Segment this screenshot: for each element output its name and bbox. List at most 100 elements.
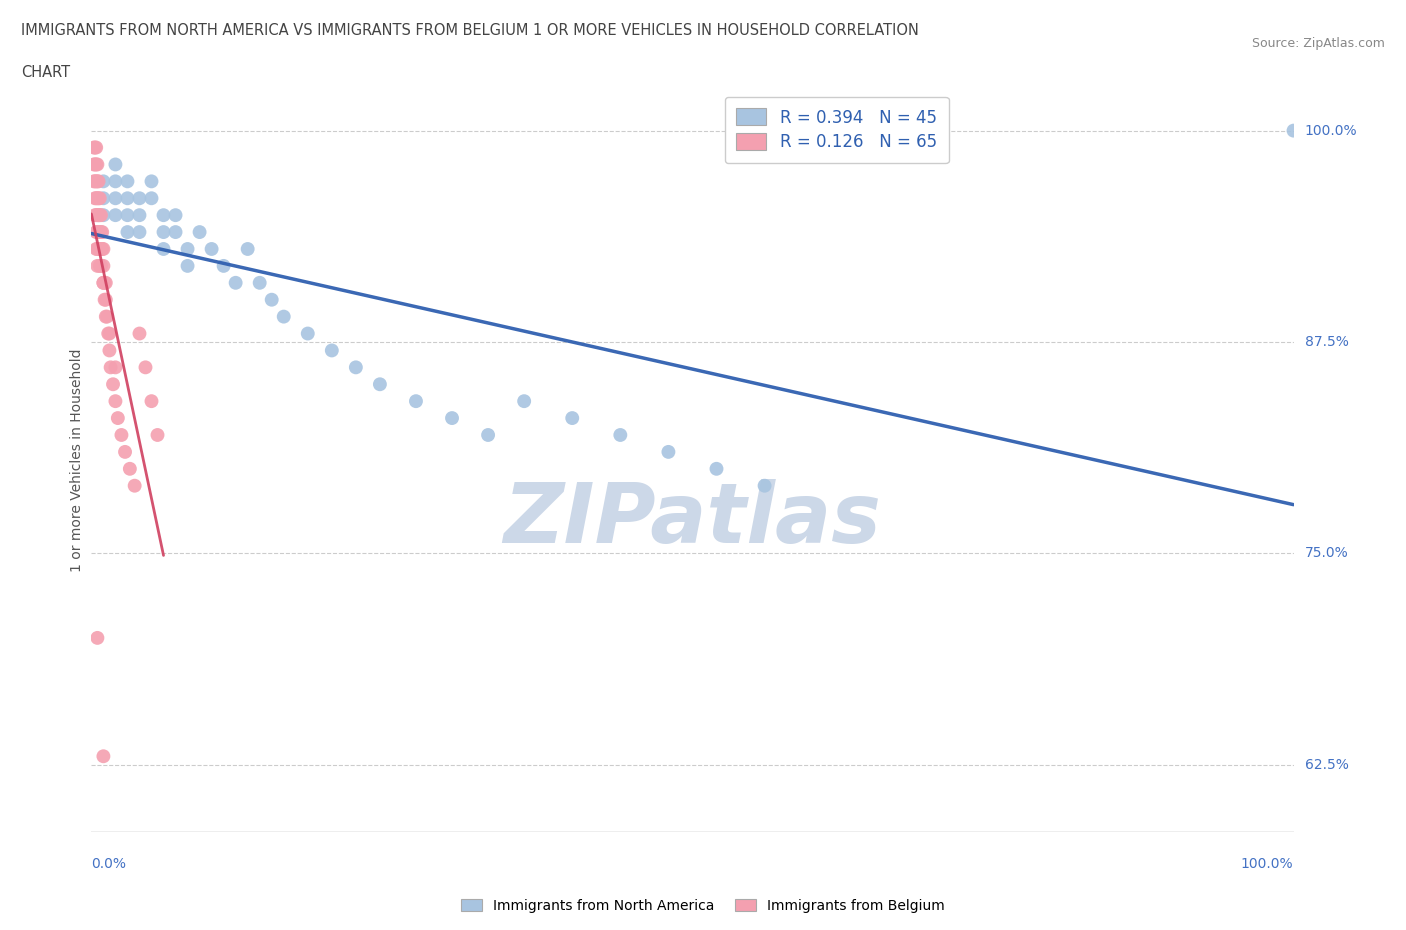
Legend: Immigrants from North America, Immigrants from Belgium: Immigrants from North America, Immigrant… — [456, 894, 950, 919]
Text: 62.5%: 62.5% — [1305, 758, 1348, 772]
Point — [84, 191, 107, 206]
Point — [89, 207, 111, 222]
Point — [90, 242, 112, 257]
Point — [128, 191, 150, 206]
Text: IMMIGRANTS FROM NORTH AMERICA VS IMMIGRANTS FROM BELGIUM 1 OR MORE VEHICLES IN H: IMMIGRANTS FROM NORTH AMERICA VS IMMIGRA… — [21, 23, 920, 38]
Text: 100.0%: 100.0% — [1305, 124, 1357, 138]
Point — [176, 259, 198, 273]
Point — [152, 242, 174, 257]
Point — [141, 393, 163, 408]
Point — [146, 428, 169, 443]
Point — [84, 207, 107, 222]
Point — [86, 174, 108, 189]
Point — [90, 225, 112, 240]
Point — [93, 749, 115, 764]
Point — [84, 174, 107, 189]
Point — [754, 478, 776, 493]
Point — [104, 360, 127, 375]
Point — [188, 225, 211, 240]
Point — [98, 326, 121, 341]
Point — [93, 275, 115, 290]
Point — [87, 191, 110, 206]
Point — [100, 360, 122, 375]
Point — [89, 191, 111, 206]
Point — [212, 259, 235, 273]
Point — [93, 259, 115, 273]
Text: CHART: CHART — [21, 65, 70, 80]
Point — [609, 428, 631, 443]
Point — [90, 207, 112, 222]
Point — [84, 140, 107, 155]
Point — [86, 259, 108, 273]
Point — [93, 242, 115, 257]
Point — [273, 309, 295, 324]
Point — [83, 174, 105, 189]
Point — [84, 191, 107, 206]
Point — [165, 225, 187, 240]
Point — [93, 191, 115, 206]
Point — [84, 174, 107, 189]
Point — [225, 275, 247, 290]
Legend: R = 0.394   N = 45, R = 0.126   N = 65: R = 0.394 N = 45, R = 0.126 N = 65 — [725, 97, 949, 163]
Point — [201, 242, 224, 257]
Point — [84, 242, 107, 257]
Point — [84, 157, 107, 172]
Point — [405, 393, 427, 408]
Point — [657, 445, 679, 459]
Point — [440, 411, 463, 426]
Text: 75.0%: 75.0% — [1305, 546, 1348, 561]
Point — [152, 225, 174, 240]
Point — [96, 309, 118, 324]
Point — [128, 225, 150, 240]
Point — [97, 326, 120, 341]
Point — [90, 259, 112, 273]
Point — [93, 174, 115, 189]
Point — [236, 242, 259, 257]
Point — [91, 225, 114, 240]
Point — [128, 207, 150, 222]
Point — [249, 275, 271, 290]
Text: ZIPatlas: ZIPatlas — [503, 479, 882, 561]
Point — [93, 275, 115, 290]
Point — [117, 207, 139, 222]
Point — [94, 275, 117, 290]
Point — [134, 360, 156, 375]
Point — [89, 259, 111, 273]
Point — [87, 225, 110, 240]
Point — [84, 140, 107, 155]
Point — [104, 207, 127, 222]
Point — [117, 191, 139, 206]
Point — [1282, 123, 1305, 138]
Point — [90, 242, 112, 257]
Point — [477, 428, 499, 443]
Point — [368, 377, 391, 392]
Point — [84, 207, 107, 222]
Point — [104, 174, 127, 189]
Point — [114, 445, 136, 459]
Y-axis label: 1 or more Vehicles in Household: 1 or more Vehicles in Household — [70, 349, 84, 572]
Point — [118, 461, 141, 476]
Point — [86, 242, 108, 257]
Text: 87.5%: 87.5% — [1305, 335, 1348, 349]
Point — [83, 157, 105, 172]
Point — [94, 309, 117, 324]
Point — [297, 326, 319, 341]
Point — [104, 393, 127, 408]
Point — [87, 174, 110, 189]
Point — [101, 377, 124, 392]
Point — [84, 157, 107, 172]
Point — [98, 343, 121, 358]
Point — [86, 631, 108, 645]
Point — [93, 292, 115, 307]
Point — [94, 292, 117, 307]
Point — [141, 174, 163, 189]
Point — [91, 242, 114, 257]
Point — [104, 157, 127, 172]
Text: Source: ZipAtlas.com: Source: ZipAtlas.com — [1251, 37, 1385, 50]
Point — [89, 225, 111, 240]
Point — [104, 191, 127, 206]
Point — [87, 207, 110, 222]
Point — [84, 225, 107, 240]
Point — [152, 207, 174, 222]
Point — [141, 191, 163, 206]
